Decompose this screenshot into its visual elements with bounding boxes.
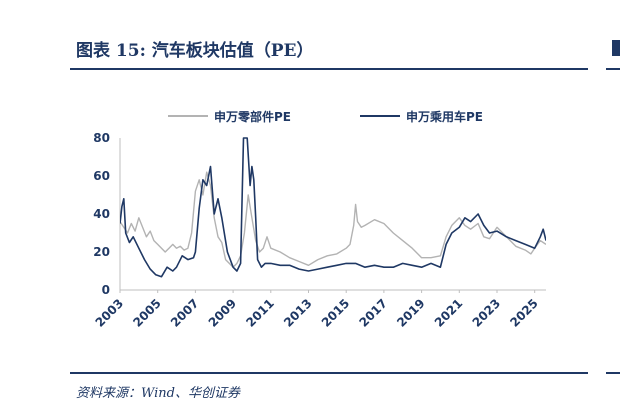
y-tick-label: 40 (93, 207, 110, 221)
x-tick-label: 2015 (319, 296, 353, 330)
x-tick-label: 2009 (206, 296, 240, 330)
x-tick-label: 2013 (281, 296, 315, 330)
legend-label: 申万零部件PE (214, 109, 291, 124)
x-tick-label: 2023 (470, 296, 504, 330)
source-note: 资料来源：Wind、华创证券 (76, 386, 240, 401)
series-line-parts (120, 171, 546, 268)
bottom-rule (70, 372, 588, 374)
y-tick-label: 60 (93, 169, 110, 183)
adjacent-figure-mark (612, 40, 620, 56)
top-rule (70, 68, 588, 70)
x-tick-label: 2025 (507, 296, 541, 330)
legend: 申万零部件PE 申万乘用车PE (168, 109, 483, 124)
series-lines (120, 137, 546, 278)
adjacent-bottom-rule (606, 372, 620, 374)
x-tick-label: 2019 (394, 296, 428, 330)
x-tick-label: 2007 (168, 296, 202, 330)
figure-title: 图表 15: 汽车板块估值（PE） (76, 41, 314, 61)
x-tick-label: 2003 (93, 296, 127, 330)
x-tick-label: 2005 (130, 296, 164, 330)
adjacent-top-rule (606, 68, 620, 70)
y-tick-label: 20 (93, 245, 110, 259)
legend-label: 申万乘用车PE (406, 109, 483, 124)
x-tick-label: 2017 (356, 296, 390, 330)
x-tick-label: 2011 (243, 296, 277, 330)
y-tick-label: 80 (93, 131, 110, 145)
series-line-passenger-car (120, 137, 546, 278)
y-tick-label: 0 (102, 283, 110, 297)
x-tick-label: 2021 (432, 296, 466, 330)
